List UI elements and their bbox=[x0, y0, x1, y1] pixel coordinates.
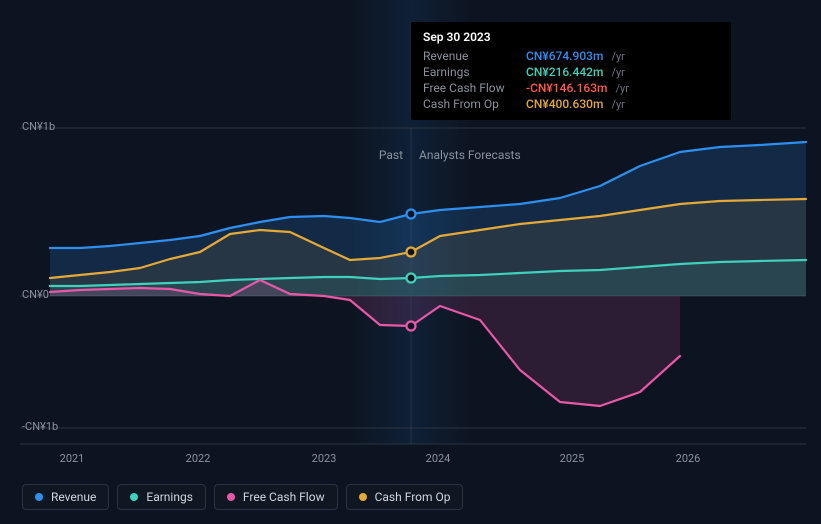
forecast-section-label: Analysts Forecasts bbox=[419, 148, 521, 162]
tooltip-row: Revenue CN¥674.903m/yr bbox=[423, 48, 719, 64]
x-axis-label: 2021 bbox=[60, 452, 85, 465]
tooltip-value: CN¥674.903m bbox=[526, 49, 603, 63]
x-axis-label: 2022 bbox=[186, 452, 211, 465]
x-axis-label: 2026 bbox=[676, 452, 701, 465]
tooltip-value: -CN¥146.163m bbox=[526, 81, 608, 95]
tooltip-suffix: /yr bbox=[611, 98, 624, 111]
legend-item-free_cash_flow[interactable]: Free Cash Flow bbox=[214, 484, 338, 510]
tooltip-suffix: /yr bbox=[616, 82, 629, 95]
tooltip-value: CN¥400.630m bbox=[526, 97, 603, 111]
past-section-label: Past bbox=[379, 148, 403, 162]
tooltip-suffix: /yr bbox=[611, 66, 624, 79]
y-axis-label: CN¥0 bbox=[22, 288, 49, 301]
tooltip-row: Earnings CN¥216.442m/yr bbox=[423, 64, 719, 80]
y-axis-label: -CN¥1b bbox=[22, 420, 58, 433]
tooltip-row: Free Cash Flow -CN¥146.163m/yr bbox=[423, 80, 719, 96]
tooltip-date: Sep 30 2023 bbox=[423, 30, 719, 44]
x-axis-label: 2023 bbox=[312, 452, 337, 465]
legend-dot-icon bbox=[35, 493, 43, 501]
x-axis-label: 2025 bbox=[560, 452, 585, 465]
tooltip-value: CN¥216.442m bbox=[526, 65, 603, 79]
financial-forecast-chart: CN¥1b CN¥0 -CN¥1b 2021 2022 2023 2024 2025 2026… bbox=[0, 0, 821, 524]
tooltip-label: Cash From Op bbox=[423, 97, 518, 111]
legend-dot-icon bbox=[359, 493, 367, 501]
tooltip-suffix: /yr bbox=[611, 50, 624, 63]
legend-dot-icon bbox=[227, 493, 235, 501]
tooltip-label: Revenue bbox=[423, 49, 518, 63]
legend-item-revenue[interactable]: Revenue bbox=[22, 484, 109, 510]
data-tooltip: Sep 30 2023 RevenueCN¥674.903m/yrEarning… bbox=[411, 22, 731, 120]
legend-item-earnings[interactable]: Earnings bbox=[117, 484, 206, 510]
legend-item-cash_from_op[interactable]: Cash From Op bbox=[346, 484, 464, 510]
legend-label: Revenue bbox=[51, 490, 96, 504]
legend-label: Cash From Op bbox=[375, 490, 451, 504]
tooltip-row: Cash From Op CN¥400.630m/yr bbox=[423, 96, 719, 112]
legend-label: Free Cash Flow bbox=[243, 490, 325, 504]
legend: Revenue Earnings Free Cash Flow Cash From O… bbox=[22, 484, 463, 510]
legend-label: Earnings bbox=[146, 490, 193, 504]
tooltip-label: Free Cash Flow bbox=[423, 81, 518, 95]
legend-dot-icon bbox=[130, 493, 138, 501]
y-axis-label: CN¥1b bbox=[22, 120, 55, 133]
x-axis-label: 2024 bbox=[426, 452, 451, 465]
tooltip-label: Earnings bbox=[423, 65, 518, 79]
